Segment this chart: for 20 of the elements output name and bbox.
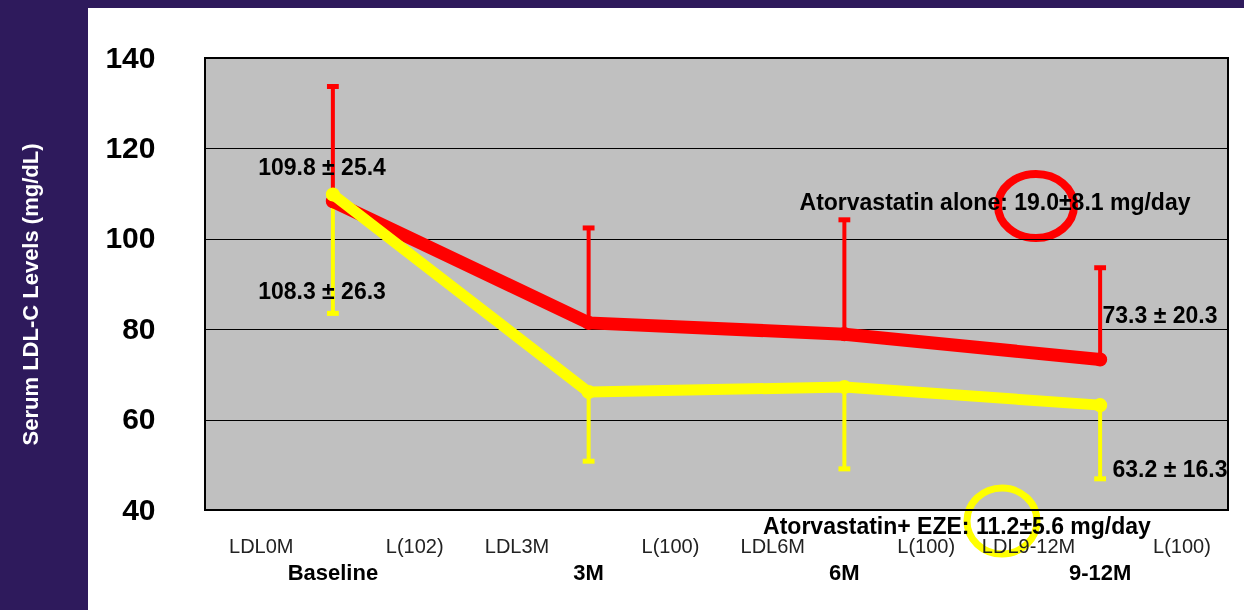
x-tick-label: 3M [573, 559, 604, 585]
annotation: 73.3 ± 20.3 [1102, 302, 1218, 328]
y-axis-title: Serum LDL-C Levels (mg/dL) [17, 143, 43, 446]
x-tick-label: 9-12M [1068, 559, 1132, 585]
text: L(102) [385, 535, 444, 557]
x-tick-label: 6M [829, 559, 860, 585]
text: L(100) [897, 535, 956, 557]
text: L(100) [641, 535, 700, 557]
y-tick-label: 140 [105, 40, 156, 74]
y-tick-label: 60 [122, 402, 156, 436]
y-tick-label: 40 [122, 492, 156, 526]
y-tick-label: 120 [105, 130, 156, 164]
y-tick-label: 100 [105, 221, 156, 255]
annotation: 63.2 ± 16.3 [1112, 456, 1228, 482]
text: LDL6M [740, 535, 806, 557]
x-tick-label: Baseline [287, 559, 379, 585]
text: LDL3M [484, 535, 550, 557]
text: L(100) [1153, 535, 1211, 557]
text: LDL0M [229, 535, 294, 557]
y-tick-label: 80 [122, 311, 156, 345]
